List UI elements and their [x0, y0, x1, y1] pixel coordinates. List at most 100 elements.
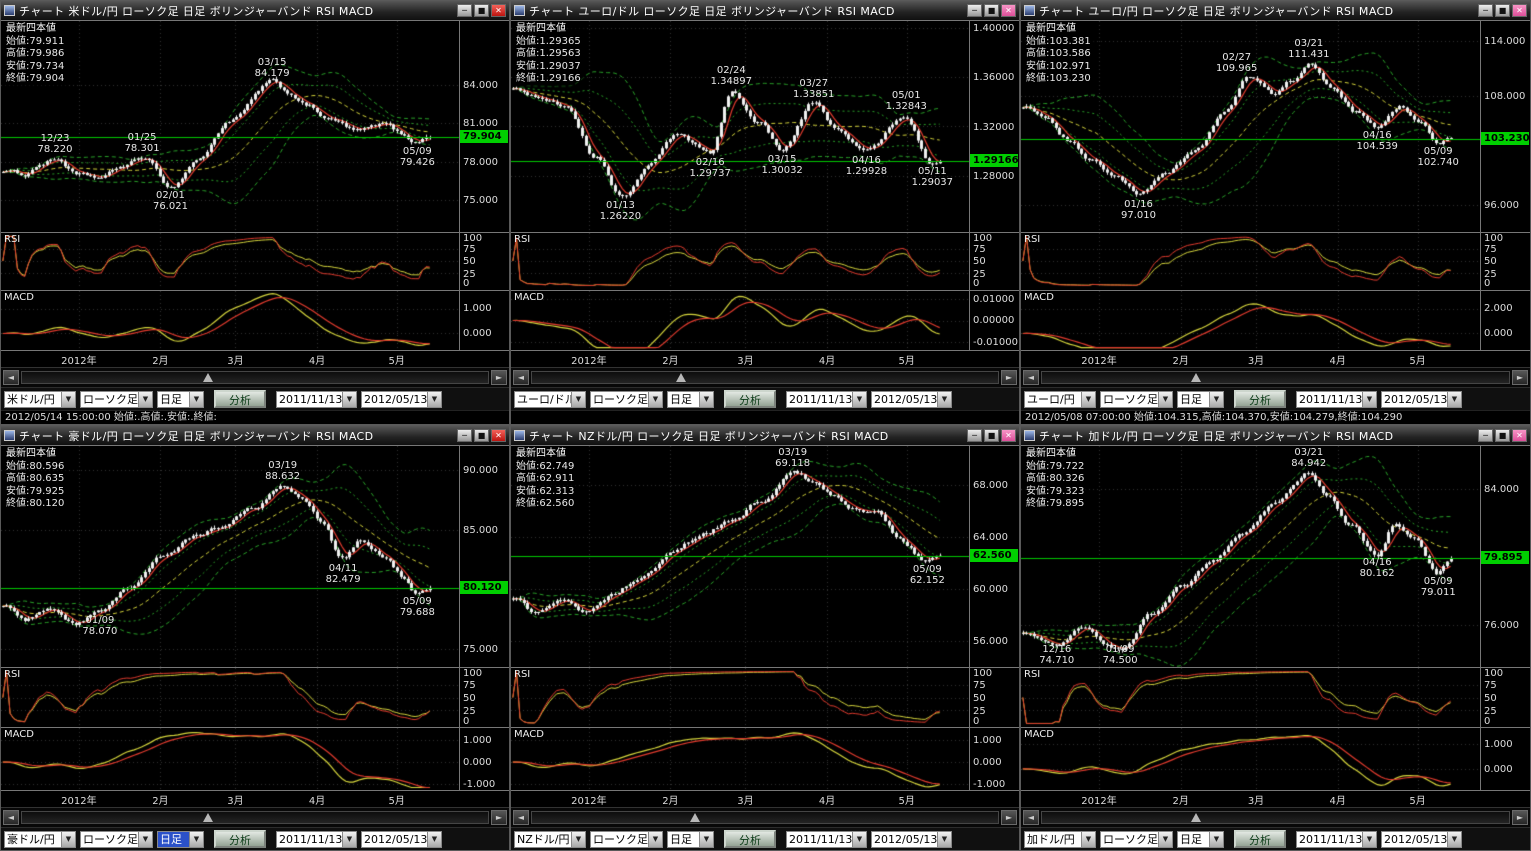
timeframe-dropdown-icon[interactable]: ▼: [189, 830, 204, 848]
scroll-left-button[interactable]: ◄: [513, 810, 529, 825]
pair-dropdown-icon[interactable]: ▼: [61, 390, 76, 408]
date-to-dropdown-icon[interactable]: ▼: [1447, 390, 1462, 408]
scroll-right-button[interactable]: ►: [491, 370, 507, 385]
date-to-select[interactable]: 2012/05/13 ▼: [1381, 830, 1462, 848]
maximize-button[interactable]: ■: [474, 429, 489, 442]
macd-plot[interactable]: MACD: [1, 290, 459, 350]
macd-plot[interactable]: MACD: [1, 728, 459, 790]
pair-dropdown-icon[interactable]: ▼: [61, 830, 76, 848]
date-from-dropdown-icon[interactable]: ▼: [1362, 390, 1377, 408]
timeframe-dropdown-icon[interactable]: ▼: [699, 390, 714, 408]
date-to-select[interactable]: 2012/05/13 ▼: [871, 390, 952, 408]
scroll-left-button[interactable]: ◄: [3, 370, 19, 385]
price-plot[interactable]: 最新四本値 始値:62.749 高値:62.911 安値:62.313 終値:6…: [511, 446, 969, 668]
analyze-button[interactable]: 分析: [1234, 830, 1286, 848]
analyze-button[interactable]: 分析: [1234, 390, 1286, 408]
scrollbar-thumb[interactable]: [203, 813, 214, 822]
minimize-button[interactable]: ─: [967, 429, 982, 442]
minimize-button[interactable]: ─: [967, 4, 982, 17]
date-from-dropdown-icon[interactable]: ▼: [852, 830, 867, 848]
date-from-select[interactable]: 2011/11/13 ▼: [1296, 830, 1377, 848]
scrollbar-track[interactable]: [531, 371, 999, 384]
maximize-button[interactable]: ■: [1495, 4, 1510, 17]
price-plot[interactable]: 最新四本値 始値:103.381 高値:103.586 安値:102.971 終…: [1021, 21, 1480, 233]
chart-style-dropdown-icon[interactable]: ▼: [648, 830, 663, 848]
chart-style-select[interactable]: ローソク足 ▼: [1100, 390, 1173, 408]
date-to-select[interactable]: 2012/05/13 ▼: [1381, 390, 1462, 408]
date-to-select[interactable]: 2012/05/13 ▼: [361, 830, 442, 848]
rsi-plot[interactable]: RSI: [511, 668, 969, 728]
timeframe-select[interactable]: 日足 ▼: [1177, 830, 1224, 848]
chart-style-select[interactable]: ローソク足 ▼: [1100, 830, 1173, 848]
rsi-plot[interactable]: RSI: [511, 233, 969, 290]
pair-dropdown-icon[interactable]: ▼: [1081, 390, 1096, 408]
scroll-left-button[interactable]: ◄: [513, 370, 529, 385]
timeframe-select[interactable]: 日足 ▼: [667, 830, 714, 848]
pair-dropdown-icon[interactable]: ▼: [1081, 830, 1096, 848]
scroll-right-button[interactable]: ►: [1001, 370, 1017, 385]
window-titlebar[interactable]: チャート 米ドル/円 ローソク足 日足 ボリンジャーバンド RSI MACD ─…: [1, 1, 509, 20]
window-titlebar[interactable]: チャート NZドル/円 ローソク足 日足 ボリンジャーバンド RSI MACD …: [511, 426, 1019, 445]
window-titlebar[interactable]: チャート 豪ドル/円 ローソク足 日足 ボリンジャーバンド RSI MACD ─…: [1, 426, 509, 445]
date-from-dropdown-icon[interactable]: ▼: [852, 390, 867, 408]
date-to-select[interactable]: 2012/05/13 ▼: [871, 830, 952, 848]
scroll-left-button[interactable]: ◄: [3, 810, 19, 825]
chart-style-select[interactable]: ローソク足 ▼: [590, 390, 663, 408]
close-button[interactable]: ✕: [1512, 4, 1527, 17]
scroll-left-button[interactable]: ◄: [1023, 370, 1039, 385]
pair-dropdown-icon[interactable]: ▼: [571, 390, 586, 408]
chart-style-select[interactable]: ローソク足 ▼: [80, 830, 153, 848]
timeframe-dropdown-icon[interactable]: ▼: [699, 830, 714, 848]
pair-select[interactable]: 豪ドル/円 ▼: [4, 830, 76, 848]
rsi-plot[interactable]: RSI: [1, 668, 459, 728]
analyze-button[interactable]: 分析: [214, 390, 266, 408]
pair-select[interactable]: ユーロ/ドル ▼: [514, 390, 586, 408]
price-plot[interactable]: 最新四本値 始値:79.911 高値:79.986 安値:79.734 終値:7…: [1, 21, 459, 233]
minimize-button[interactable]: ─: [457, 4, 472, 17]
pair-select[interactable]: 米ドル/円 ▼: [4, 390, 76, 408]
chart-style-dropdown-icon[interactable]: ▼: [138, 830, 153, 848]
scroll-right-button[interactable]: ►: [491, 810, 507, 825]
window-titlebar[interactable]: チャート ユーロ/円 ローソク足 日足 ボリンジャーバンド RSI MACD ─…: [1021, 1, 1530, 20]
pair-select[interactable]: NZドル/円 ▼: [514, 830, 586, 848]
analyze-button[interactable]: 分析: [214, 830, 266, 848]
chart-style-select[interactable]: ローソク足 ▼: [80, 390, 153, 408]
macd-plot[interactable]: MACD: [511, 290, 969, 350]
minimize-button[interactable]: ─: [1478, 429, 1493, 442]
maximize-button[interactable]: ■: [474, 4, 489, 17]
date-from-select[interactable]: 2011/11/13 ▼: [1296, 390, 1377, 408]
scroll-right-button[interactable]: ►: [1512, 810, 1528, 825]
minimize-button[interactable]: ─: [457, 429, 472, 442]
date-to-dropdown-icon[interactable]: ▼: [427, 390, 442, 408]
pair-dropdown-icon[interactable]: ▼: [571, 830, 586, 848]
rsi-plot[interactable]: RSI: [1021, 233, 1480, 290]
macd-plot[interactable]: MACD: [511, 728, 969, 790]
macd-plot[interactable]: MACD: [1021, 290, 1480, 350]
date-to-dropdown-icon[interactable]: ▼: [427, 830, 442, 848]
scrollbar-thumb[interactable]: [676, 373, 687, 382]
date-from-select[interactable]: 2011/11/13 ▼: [276, 390, 357, 408]
close-button[interactable]: ✕: [1512, 429, 1527, 442]
analyze-button[interactable]: 分析: [724, 390, 776, 408]
close-button[interactable]: ✕: [491, 4, 506, 17]
timeframe-select[interactable]: 日足 ▼: [1177, 390, 1224, 408]
close-button[interactable]: ✕: [491, 429, 506, 442]
close-button[interactable]: ✕: [1001, 429, 1016, 442]
date-from-dropdown-icon[interactable]: ▼: [342, 390, 357, 408]
chart-style-select[interactable]: ローソク足 ▼: [590, 830, 663, 848]
scroll-right-button[interactable]: ►: [1512, 370, 1528, 385]
scrollbar-track[interactable]: [21, 371, 489, 384]
timeframe-select[interactable]: 日足 ▼: [667, 390, 714, 408]
scrollbar-track[interactable]: [1041, 811, 1510, 824]
chart-style-dropdown-icon[interactable]: ▼: [1158, 390, 1173, 408]
rsi-plot[interactable]: RSI: [1021, 668, 1480, 728]
date-to-dropdown-icon[interactable]: ▼: [937, 390, 952, 408]
rsi-plot[interactable]: RSI: [1, 233, 459, 290]
timeframe-dropdown-icon[interactable]: ▼: [1209, 830, 1224, 848]
timeframe-select[interactable]: 日足 ▼: [157, 830, 204, 848]
timeframe-select[interactable]: 日足 ▼: [157, 390, 204, 408]
price-plot[interactable]: 最新四本値 始値:79.722 高値:80.326 安値:79.323 終値:7…: [1021, 446, 1480, 668]
pair-select[interactable]: 加ドル/円 ▼: [1024, 830, 1096, 848]
scroll-left-button[interactable]: ◄: [1023, 810, 1039, 825]
date-from-select[interactable]: 2011/11/13 ▼: [786, 830, 867, 848]
